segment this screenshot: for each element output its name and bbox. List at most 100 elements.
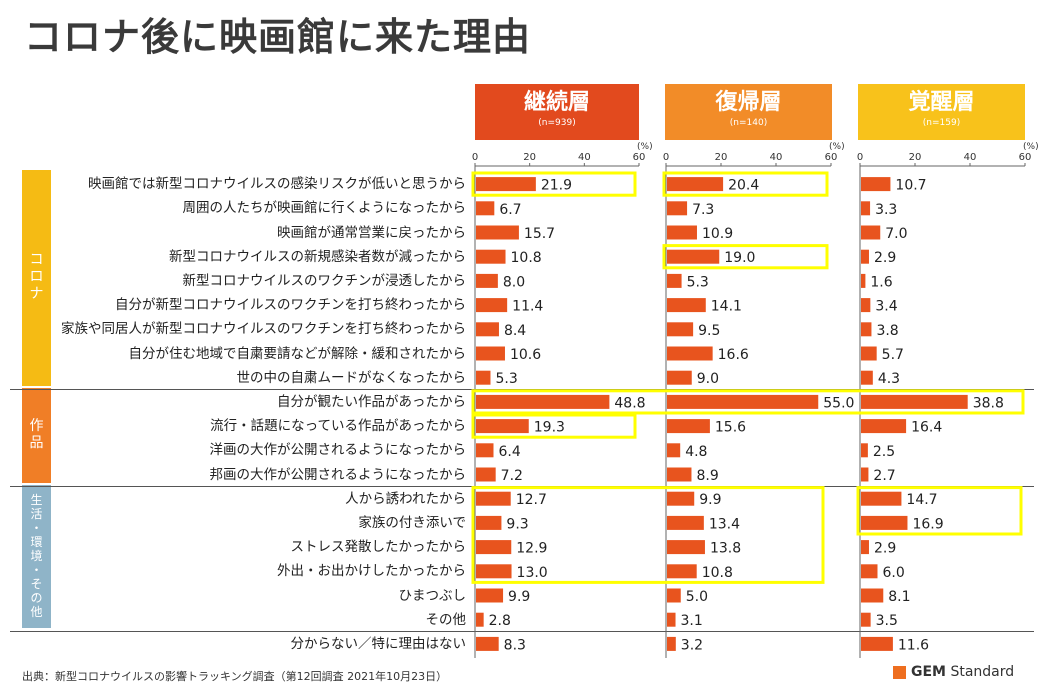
bar <box>476 564 512 579</box>
category-label: 映画館では新型コロナウイルスの感染リスクが低いと思うから <box>88 176 466 193</box>
data-label: 13.4 <box>709 516 740 532</box>
bar <box>667 443 681 458</box>
series-bars: 10.7 3.3 7.0 2.9 1.6 3.4 3.8 5.7 4.3 38.8 16.4 2.5 2… <box>861 177 1004 653</box>
bar <box>476 273 498 288</box>
data-label: 3.8 <box>876 323 898 339</box>
category-label: 新型コロナウイルスの新規感染者数が減ったから <box>169 248 466 265</box>
bar <box>476 346 505 361</box>
data-label: 5.3 <box>495 371 517 387</box>
data-label: 13.0 <box>517 565 548 581</box>
group-separator <box>10 485 1034 487</box>
bar <box>476 225 519 240</box>
tick-label: 20 <box>523 152 536 163</box>
data-label: 7.2 <box>501 468 523 484</box>
data-label: 5.7 <box>882 347 904 363</box>
source-note: 出典：新型コロナウイルスの影響トラッキング調査（第12回調査 2021年10月2… <box>22 670 448 683</box>
category-label: 外出・お出かけしたかったから <box>277 563 466 580</box>
bar <box>667 201 688 216</box>
bar <box>861 370 873 385</box>
tick-label: 40 <box>770 152 783 163</box>
data-label: 10.8 <box>702 565 733 581</box>
series-sample-size: (n=140) <box>729 118 768 128</box>
data-label: 2.9 <box>874 250 896 266</box>
bar <box>667 540 705 555</box>
data-label: 9.9 <box>508 589 530 605</box>
bar <box>667 370 692 385</box>
data-label: 8.0 <box>503 274 525 290</box>
data-label: 16.4 <box>911 420 942 436</box>
logo-suffix: Standard <box>946 664 1015 680</box>
tick-label: 20 <box>909 152 922 163</box>
unit-label: (%) <box>637 142 653 152</box>
bar <box>861 540 869 555</box>
data-label: 48.8 <box>614 395 645 411</box>
category-label: 新型コロナウイルスのワクチンが浸透したから <box>182 272 467 289</box>
category-label: 自分が新型コロナウイルスのワクチンを打ち終わったから <box>115 297 466 314</box>
bar <box>667 588 681 603</box>
data-label: 8.9 <box>696 468 718 484</box>
data-label: 10.6 <box>510 347 541 363</box>
bar <box>476 540 512 555</box>
data-label: 16.9 <box>912 516 943 532</box>
logo-square-icon <box>893 665 906 679</box>
bar <box>861 394 968 409</box>
data-label: 3.2 <box>681 637 703 653</box>
data-label: 21.9 <box>541 178 572 194</box>
group-separator <box>10 630 1034 632</box>
category-label: 世の中の自粛ムードがなくなったから <box>236 369 467 386</box>
data-label: 2.9 <box>874 541 896 557</box>
data-label: 7.3 <box>692 202 714 218</box>
data-label: 9.0 <box>697 371 719 387</box>
data-label: 8.1 <box>888 589 910 605</box>
data-label: 7.0 <box>885 226 907 242</box>
data-label: 9.9 <box>699 492 721 508</box>
data-label: 16.6 <box>718 347 749 363</box>
chart-title: コロナ後に映画館に来た理由 <box>24 15 532 59</box>
bar <box>861 515 908 530</box>
tick-label: 40 <box>964 152 977 163</box>
logo-brand: GEM <box>911 664 946 680</box>
bar <box>861 201 871 216</box>
data-label: 1.6 <box>870 274 892 290</box>
data-label: 8.3 <box>504 637 526 653</box>
category-label: ストレス発散したかったから <box>290 539 467 556</box>
data-label: 15.7 <box>524 226 555 242</box>
bar <box>667 515 704 530</box>
series-sample-size: (n=939) <box>538 118 576 128</box>
tick-label: 20 <box>715 152 728 163</box>
data-label: 9.3 <box>506 516 528 532</box>
bar <box>476 298 508 313</box>
bar <box>861 467 869 482</box>
data-label: 6.0 <box>883 565 905 581</box>
category-label: 洋画の大作が公開されるようになったから <box>209 442 467 459</box>
data-label: 19.3 <box>534 420 565 436</box>
series-sample-size: (n=159) <box>922 118 961 128</box>
highlight-boxes <box>471 171 1025 584</box>
category-label: 人から誘われたから <box>345 490 466 507</box>
category-label: 自分が観たい作品があったから <box>277 393 466 410</box>
category-label: 分からない／特に理由はない <box>290 635 467 652</box>
bar <box>861 177 891 192</box>
group-life: 生活・環境・その他 <box>22 484 51 628</box>
data-label: 3.4 <box>875 299 897 315</box>
data-label: 19.0 <box>724 250 755 266</box>
data-label: 15.6 <box>715 420 746 436</box>
bar <box>476 443 494 458</box>
data-label: 12.9 <box>516 541 547 557</box>
brand-logo: GEM Standard <box>893 664 1014 680</box>
bar <box>861 443 868 458</box>
bar <box>667 225 697 240</box>
series-name: 継続層 <box>523 90 590 115</box>
data-label: 14.1 <box>711 299 742 315</box>
bar <box>667 419 710 434</box>
bar <box>667 177 724 192</box>
bar <box>667 249 720 264</box>
bar <box>861 588 884 603</box>
series-bars: 20.4 7.3 10.9 19.0 5.314.1 9.5 16.6 9.0 55.0 15.6… <box>667 177 854 653</box>
data-label: 14.7 <box>906 492 937 508</box>
data-label: 5.3 <box>687 274 709 290</box>
data-label: 20.4 <box>728 178 759 194</box>
bar <box>476 588 504 603</box>
bar <box>667 491 695 506</box>
